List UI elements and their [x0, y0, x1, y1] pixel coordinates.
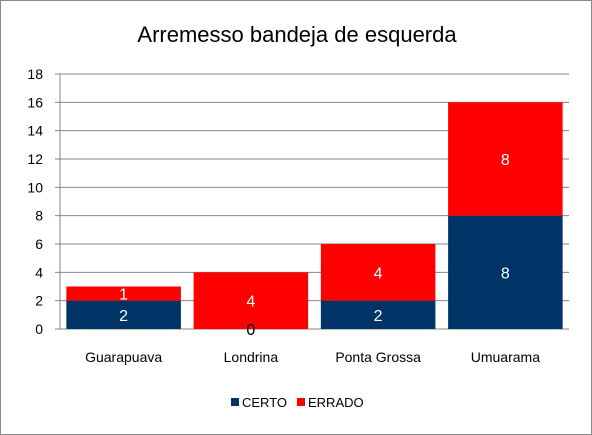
data-label: 0: [246, 322, 255, 339]
legend: CERTO ERRADO: [231, 395, 364, 410]
category-label: Ponta Grossa: [335, 349, 421, 365]
legend-swatch-errado: [297, 398, 305, 406]
bar-certo: [448, 215, 563, 329]
data-label: 8: [501, 152, 510, 169]
y-tick-label: 10: [27, 179, 43, 195]
x-axis: Guarapuava Londrina Ponta Grossa Umuarama: [85, 349, 540, 365]
bar-errado: [193, 272, 309, 329]
data-label: 2: [119, 308, 128, 325]
bar-certo: [320, 300, 436, 329]
y-tick-label: 18: [27, 66, 43, 82]
y-tick-label: 14: [27, 123, 43, 139]
bar-certo: [66, 300, 181, 329]
chart-title: Arremesso bandeja de esquerda: [137, 22, 457, 47]
data-label: 2: [374, 308, 383, 325]
legend-label-certo: CERTO: [242, 395, 287, 410]
bar-errado: [320, 244, 436, 301]
data-label: 1: [119, 287, 128, 304]
y-tick-label: 6: [35, 236, 43, 252]
y-tick-label: 4: [35, 264, 43, 280]
category-label: Guarapuava: [85, 349, 162, 365]
y-tick-label: 2: [35, 293, 43, 309]
legend-label-errado: ERRADO: [308, 395, 364, 410]
y-tick-label: 16: [27, 94, 43, 110]
y-tick-label: 8: [35, 208, 43, 224]
legend-swatch-certo: [231, 398, 239, 406]
bar-errado: [448, 102, 563, 216]
data-label: 4: [246, 294, 255, 311]
category-label: Londrina: [224, 349, 279, 365]
bar-errado: [66, 286, 181, 301]
category-label: Umuarama: [471, 349, 540, 365]
data-label: 8: [501, 265, 510, 282]
y-tick-label: 12: [27, 151, 43, 167]
y-tick-label: 0: [35, 321, 43, 337]
data-label: 4: [374, 265, 383, 282]
y-axis: 0 2 4 6 8 10 12 14 16 18: [27, 66, 61, 337]
data-labels: 2 1 0 4 2 4 8 8: [119, 152, 510, 339]
bars: [66, 102, 563, 329]
